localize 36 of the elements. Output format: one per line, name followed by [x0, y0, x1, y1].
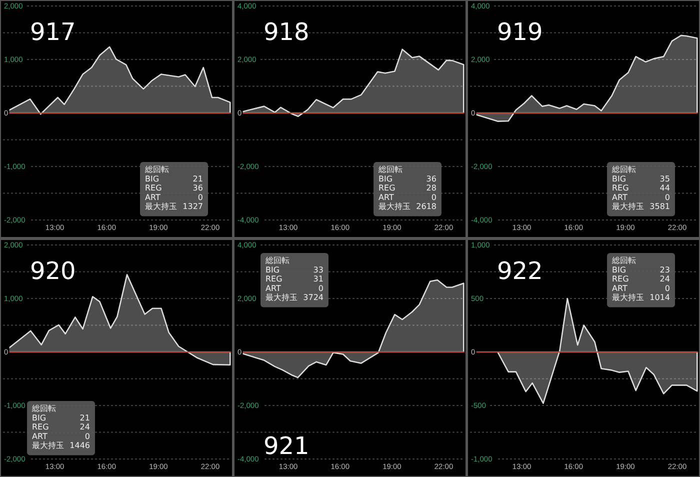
annotation: 総回転 — [144, 165, 169, 174]
text: ART 0 — [612, 284, 670, 293]
annotation: 総回転 — [31, 404, 56, 413]
text: REG 28 — [378, 184, 436, 193]
text: REG 24 — [32, 422, 90, 432]
text: ART 0 — [145, 192, 203, 202]
text: ART 0 — [378, 192, 436, 202]
annotation: 最大持玉 1446 — [32, 441, 90, 450]
text: REG 44 — [612, 184, 670, 193]
text: 917 — [30, 18, 76, 46]
text: BIG 21 — [145, 174, 203, 184]
text: BIG 36 — [378, 174, 436, 184]
text: ART 0 — [612, 192, 670, 202]
annotation: 最大持玉 2618 — [378, 202, 436, 212]
text: 922 — [497, 257, 543, 285]
text: REG 31 — [266, 274, 324, 284]
text: 921 — [264, 432, 310, 460]
text: BIG 35 — [612, 174, 670, 184]
text: REG 36 — [145, 184, 203, 193]
annotation: 最大持玉 3581 — [612, 202, 670, 212]
text: ART 0 — [32, 432, 90, 441]
text: 918 — [264, 18, 310, 46]
text: ART 0 — [266, 284, 324, 293]
annotation: 総回転 — [611, 256, 636, 265]
text: BIG 21 — [32, 413, 90, 422]
annotation: 最大持玉 1014 — [612, 293, 670, 302]
annotation: 総回転 — [611, 165, 636, 174]
annotation: 最大持玉 1327 — [145, 202, 203, 212]
text: 919 — [497, 18, 543, 46]
annotation: 総回転 — [378, 165, 402, 174]
annotation: 最大持玉 3724 — [266, 293, 324, 302]
text: 920 — [30, 257, 76, 285]
text: REG 24 — [612, 274, 670, 284]
annotation: 総回転 — [264, 256, 290, 265]
text: BIG 23 — [612, 265, 670, 274]
text: BIG 33 — [266, 265, 324, 274]
